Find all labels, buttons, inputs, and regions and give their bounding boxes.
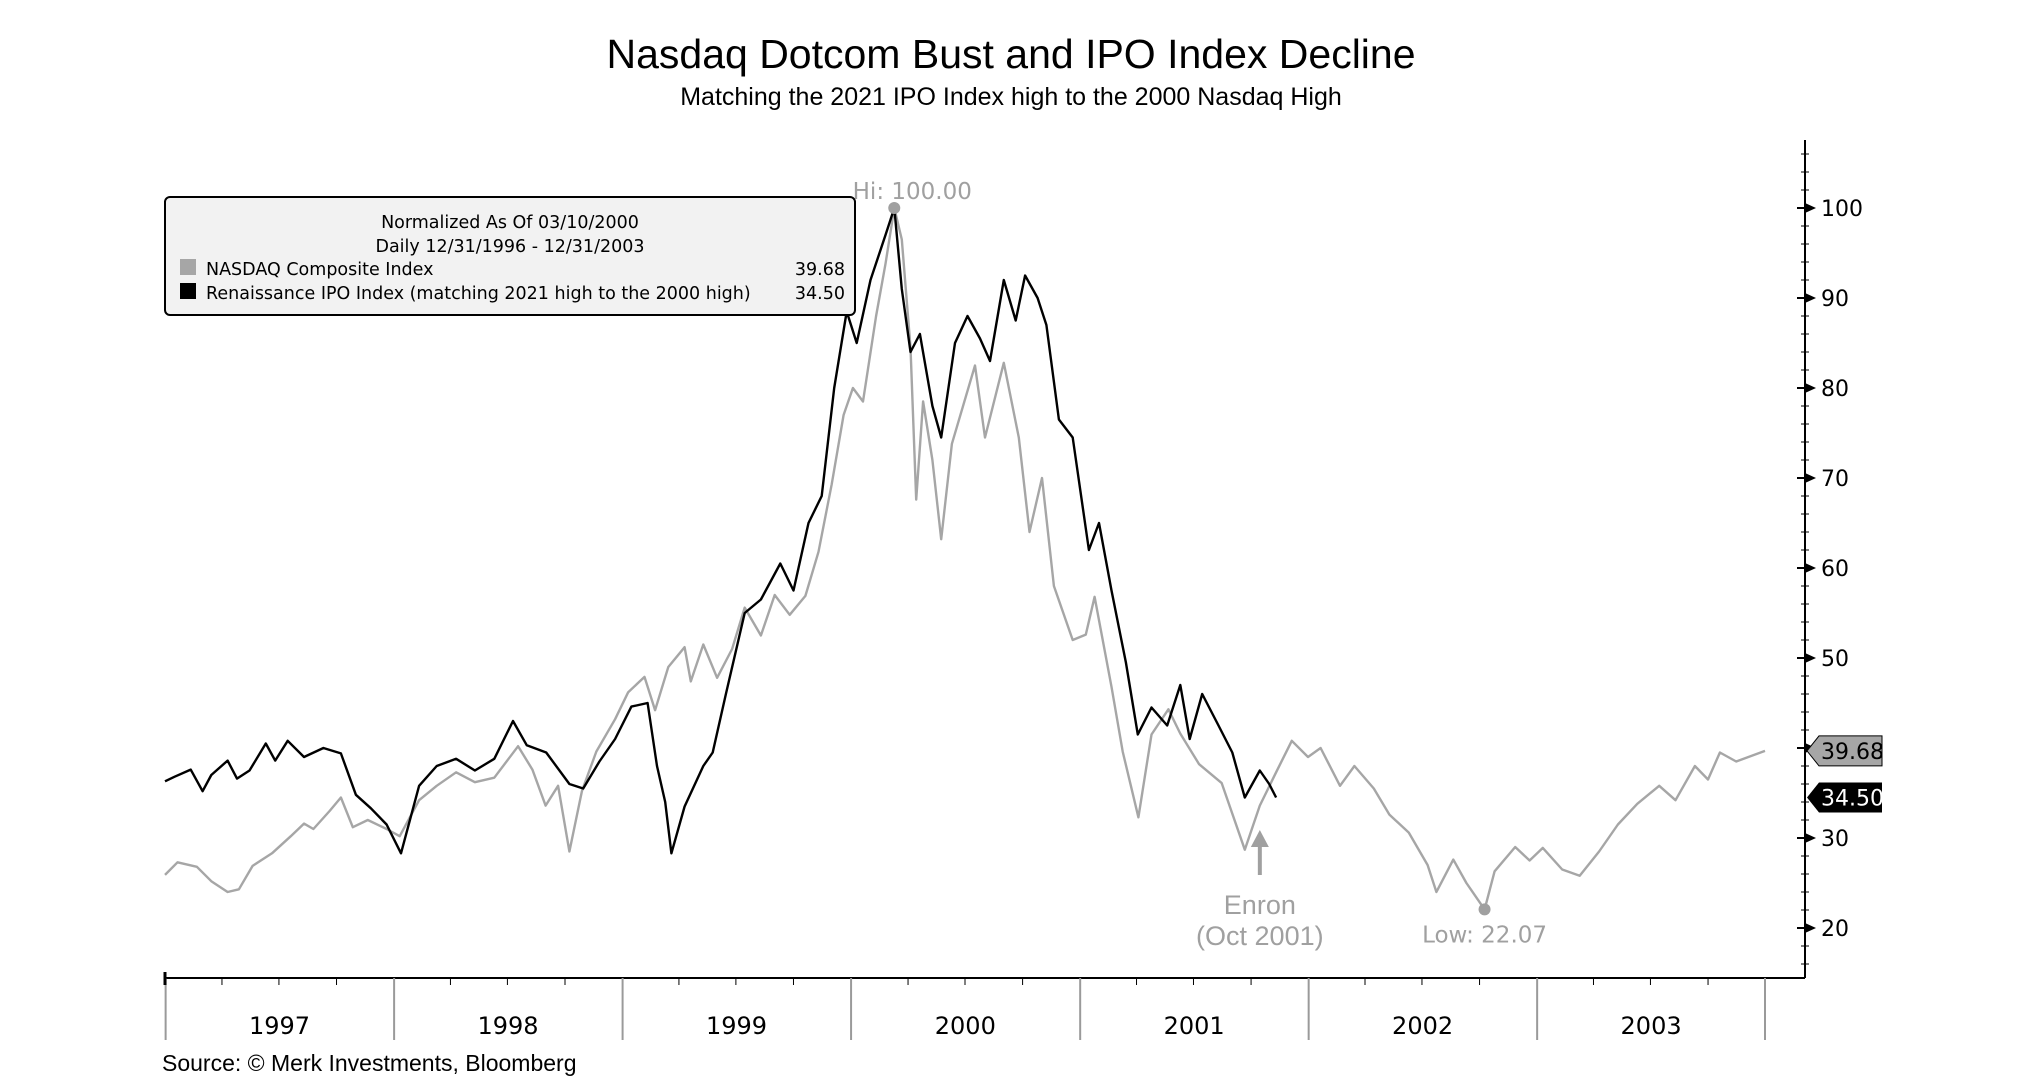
ipo-last-value-bg (1807, 782, 1882, 813)
y-tick-pointer (1805, 383, 1816, 393)
enron-label: Enron (1224, 890, 1296, 920)
x-tick-label: 2003 (1621, 1012, 1682, 1040)
y-tick-label: 80 (1821, 377, 1849, 402)
legend-swatch-ipo (180, 283, 196, 299)
low-annotation: Low: 22.07 (1422, 903, 1547, 948)
y-tick-pointer (1805, 563, 1816, 573)
y-tick-pointer (1805, 833, 1816, 843)
high-annotation: Hi: 100.00 (853, 179, 972, 214)
legend-swatch-nasdaq (180, 259, 196, 275)
y-tick-label: 50 (1821, 647, 1849, 672)
high-label: Hi: 100.00 (853, 179, 972, 205)
x-axis: 1997 1998 1999 2000 2001 2002 2003 (163, 972, 1805, 1040)
y-ticks: 2030405060708090100 (1797, 153, 1863, 965)
low-label: Low: 22.07 (1422, 922, 1547, 948)
x-ticks: 1997 1998 1999 2000 2001 2002 2003 (163, 972, 1766, 1040)
y-tick-label: 90 (1821, 287, 1849, 312)
legend-value-ipo: 34.50 (795, 284, 845, 304)
legend-header-normalized: Normalized As Of 03/10/2000 (381, 213, 639, 233)
y-tick-pointer (1805, 473, 1816, 483)
ipo-last-value: 34.50 (1821, 787, 1884, 812)
x-tick-label: 2000 (935, 1012, 996, 1040)
enron-date-label: (Oct 2001) (1196, 921, 1324, 951)
x-tick-label: 2001 (1164, 1012, 1225, 1040)
legend-box (164, 196, 856, 316)
high-marker (888, 202, 901, 214)
y-tick-label: 100 (1821, 197, 1863, 222)
y-tick-label: 20 (1821, 917, 1849, 942)
x-tick-label: 1998 (477, 1012, 538, 1040)
x-tick-label: 1999 (706, 1012, 767, 1040)
nasdaq-last-value-bg (1806, 735, 1883, 767)
legend: Normalized As Of 03/10/2000 Daily 12/31/… (164, 196, 856, 316)
ipo-series-line (164, 206, 1278, 855)
legend-label-ipo: Renaissance IPO Index (matching 2021 hig… (206, 284, 751, 304)
y-tick-label: 30 (1821, 827, 1849, 852)
y-tick-pointer (1805, 293, 1816, 303)
legend-header-daily: Daily 12/31/1996 - 12/31/2003 (375, 237, 644, 257)
nasdaq-last-value: 39.68 (1821, 740, 1884, 765)
y-tick-pointer (1805, 203, 1816, 213)
x-tick-label: 2002 (1392, 1012, 1453, 1040)
enron-annotation: Enron (Oct 2001) (1196, 830, 1324, 951)
y-tick-pointer (1805, 653, 1816, 663)
x-tick-label: 1997 (249, 1012, 310, 1040)
chart-title: Nasdaq Dotcom Bust and IPO Index Decline (606, 31, 1415, 77)
legend-label-nasdaq: NASDAQ Composite Index (206, 260, 433, 280)
nasdaq-last-value-tag: 39.68 (1806, 735, 1884, 767)
ipo-last-value-tag: 34.50 (1807, 782, 1884, 813)
y-tick-label: 60 (1821, 557, 1849, 582)
y-tick-label: 70 (1821, 467, 1849, 492)
enron-arrow-head (1250, 830, 1269, 847)
series-layer (164, 206, 1766, 911)
nasdaq-series-line (164, 206, 1766, 911)
source-note: Source: © Merk Investments, Bloomberg (162, 1050, 577, 1076)
low-marker (1478, 903, 1491, 916)
legend-value-nasdaq: 39.68 (795, 260, 845, 280)
y-tick-pointer (1805, 923, 1816, 933)
chart-subtitle: Matching the 2021 IPO Index high to the … (680, 83, 1342, 111)
y-axis: 2030405060708090100 (1797, 140, 1863, 978)
